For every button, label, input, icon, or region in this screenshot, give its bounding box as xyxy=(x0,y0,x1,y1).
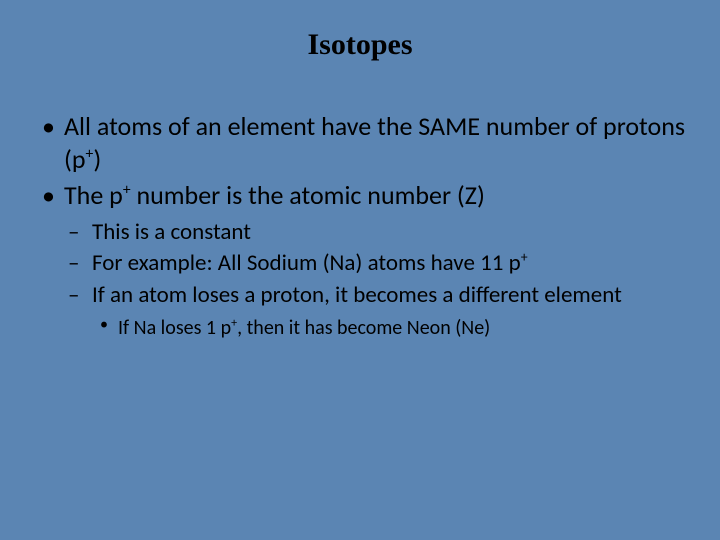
superscript: + xyxy=(123,180,131,199)
bullet-level1: All atoms of an element have the SAME nu… xyxy=(38,110,690,175)
bullet-text: If an atom loses a proton, it becomes a … xyxy=(92,281,622,309)
sub-bullet-group: This is a constant For example: All Sodi… xyxy=(38,218,690,342)
slide-content: All atoms of an element have the SAME nu… xyxy=(30,110,690,341)
bullet-text: If Na loses 1 p xyxy=(118,316,231,340)
bullet-level2: For example: All Sodium (Na) atoms have … xyxy=(66,249,690,279)
bullet-text: This is a constant xyxy=(92,218,251,246)
bullet-level2: This is a constant xyxy=(66,218,690,248)
bullet-text: ) xyxy=(93,143,101,175)
slide-title: Isotopes xyxy=(30,28,690,62)
bullet-level3: If Na loses 1 p+, then it has become Neo… xyxy=(98,315,690,341)
slide-container: Isotopes All atoms of an element have th… xyxy=(0,0,720,361)
bullet-text: All atoms of an element have the SAME nu… xyxy=(64,110,685,175)
bullet-level2: If an atom loses a proton, it becomes a … xyxy=(66,281,690,311)
bullet-text: The p xyxy=(64,179,123,211)
bullet-text: number is the atomic number (Z) xyxy=(131,179,485,211)
bullet-level1: The p+ number is the atomic number (Z) xyxy=(38,179,690,212)
bullet-text: For example: All Sodium (Na) atoms have … xyxy=(92,249,521,277)
bullet-text: , then it has become Neon (Ne) xyxy=(237,316,490,340)
superscript: + xyxy=(521,249,528,266)
